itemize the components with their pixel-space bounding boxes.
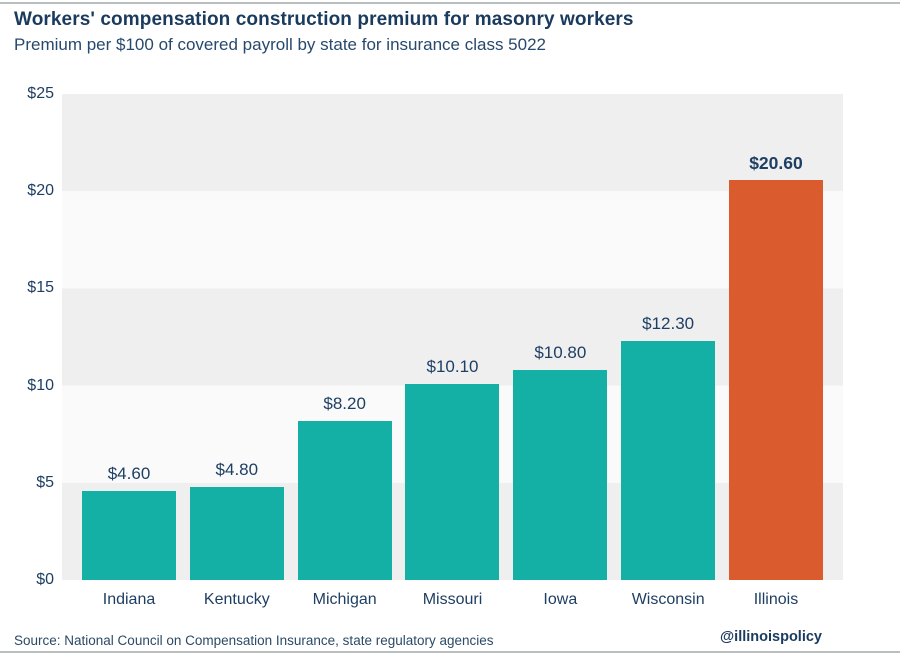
bar-value-label: $8.20 [323, 393, 366, 413]
bar-column: $4.60 Indiana [82, 94, 176, 608]
bar-category-label: Michigan [312, 591, 377, 608]
bar [82, 490, 176, 580]
chart-title: Workers' compensation construction premi… [14, 9, 634, 30]
bar [297, 420, 392, 580]
y-axis: $25 $20 $15 $10 $5 $0 [0, 85, 54, 588]
bar-category-label: Illinois [753, 591, 799, 608]
y-axis-tick-label: $5 [36, 473, 54, 491]
y-axis-tick-label: $20 [27, 182, 54, 200]
bar-column: $20.60 Illinois [728, 94, 823, 608]
bars-row: $4.60 Indiana $4.80 Kentucky $8.20 Michigan $1… [62, 94, 843, 608]
top-rule [0, 2, 900, 4]
bar-category-label: Kentucky [203, 591, 270, 608]
bar [621, 340, 716, 580]
bottom-rule [0, 651, 900, 653]
bar-illinois-highlight [728, 179, 823, 580]
bar-column: $12.30 Wisconsin [621, 94, 716, 608]
bar-category-label: Iowa [543, 591, 578, 608]
bar [405, 383, 500, 580]
bar-value-label: $10.10 [426, 356, 479, 376]
bar-category-label: Missouri [422, 591, 483, 608]
y-axis-tick-label: $25 [27, 85, 54, 102]
bar-value-label: $20.60 [749, 152, 803, 173]
plot-area: $4.60 Indiana $4.80 Kentucky $8.20 Michigan $1… [62, 94, 843, 608]
y-axis-tick-label: $0 [36, 571, 54, 588]
bar-column: $8.20 Michigan [297, 94, 392, 608]
bar-column: $10.80 Iowa [513, 94, 608, 608]
source-note: Source: National Council on Compensation… [14, 633, 494, 648]
bar [189, 486, 284, 580]
bar-column: $4.80 Kentucky [189, 94, 284, 608]
bar [513, 370, 608, 580]
bar-category-label: Indiana [102, 591, 156, 608]
bar-category-label: Wisconsin [631, 591, 705, 608]
bar-value-label: $4.80 [215, 459, 259, 479]
bar-value-label: $4.60 [107, 463, 151, 483]
bar-value-label: $10.80 [534, 343, 587, 363]
y-axis-tick-label: $15 [27, 279, 54, 297]
twitter-handle: @illinoispolicy [720, 629, 822, 645]
chart-subtitle: Premium per $100 of covered payroll by s… [14, 35, 546, 54]
bar-value-label: $12.30 [642, 313, 695, 333]
bar-column: $10.10 Missouri [405, 94, 500, 608]
y-axis-tick-label: $10 [27, 376, 54, 394]
